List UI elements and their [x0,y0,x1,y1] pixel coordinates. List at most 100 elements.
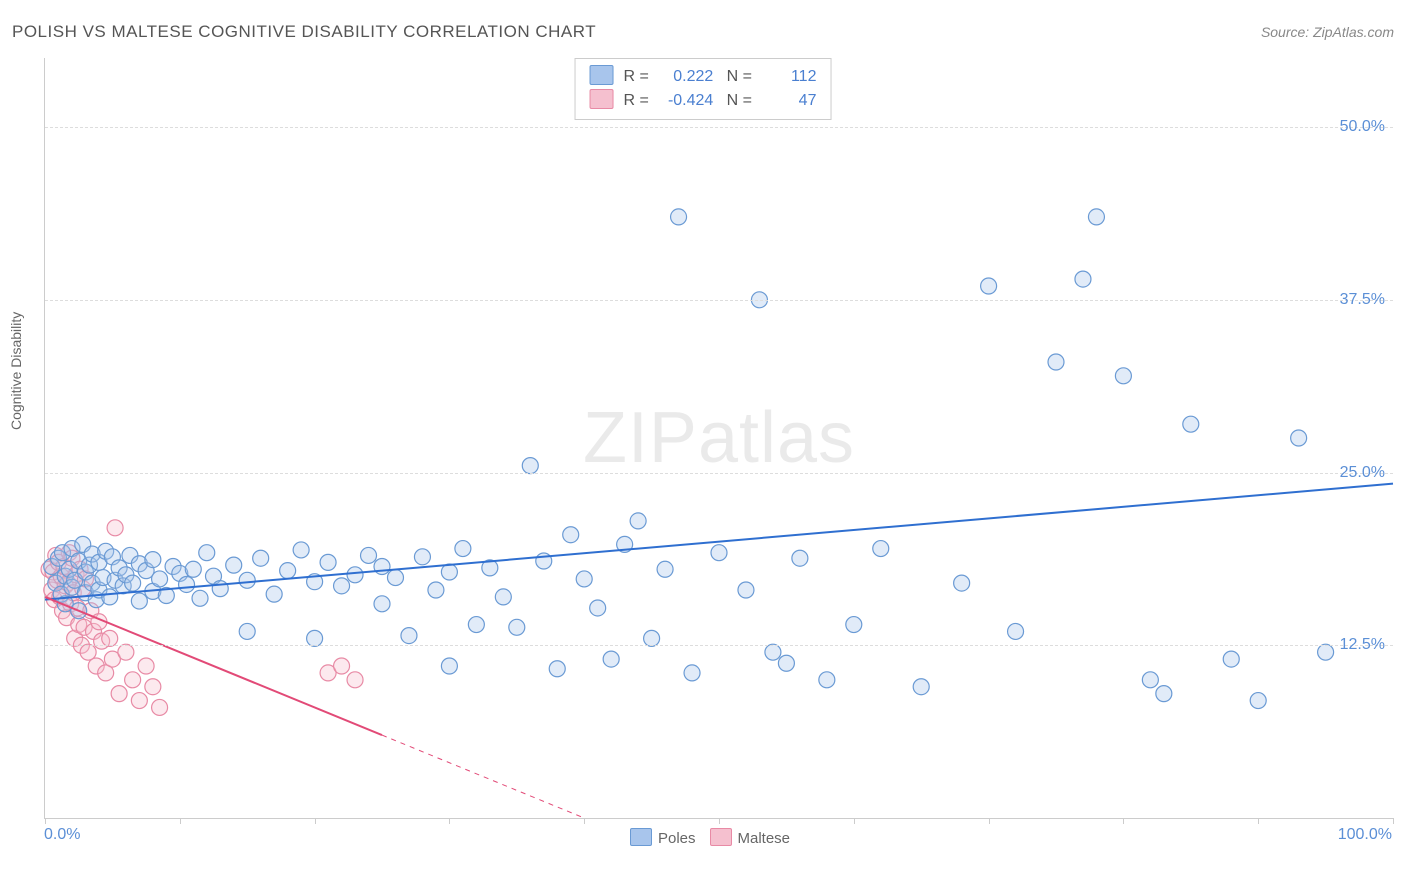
poles-point [179,576,195,592]
x-tick [1123,818,1124,824]
gridline-h [45,300,1393,301]
chart-svg [45,58,1393,818]
poles-point [185,561,201,577]
poles-point [1075,271,1091,287]
poles-point [266,586,282,602]
poles-point [307,630,323,646]
poles-point [199,545,215,561]
x-tick [315,818,316,824]
x-tick [584,818,585,824]
poles-swatch [590,65,614,85]
poles-point [253,550,269,566]
poles-point [738,582,754,598]
poles-point [846,617,862,633]
gridline-h [45,645,1393,646]
x-tick [45,818,46,824]
poles-point [414,549,430,565]
maltese-point [152,699,168,715]
maltese-point [131,693,147,709]
poles-point [644,630,660,646]
poles-point [981,278,997,294]
x-tick [719,818,720,824]
stat-N-label: N = [727,92,752,109]
poles-point [441,564,457,580]
poles-point [1250,693,1266,709]
poles-point [765,644,781,660]
maltese-point [107,520,123,536]
poles-point [239,572,255,588]
maltese-point [347,672,363,688]
poles-point [671,209,687,225]
poles-point [711,545,727,561]
y-tick-label: 50.0% [1340,118,1385,136]
poles-point [873,541,889,557]
maltese-point [125,672,141,688]
poles-point [347,567,363,583]
stat-N-value: 112 [756,65,816,89]
poles-point [387,570,403,586]
poles-point [212,581,228,597]
stat-R-label: R = [624,92,649,109]
x-tick [1258,818,1259,824]
poles-point [361,547,377,563]
poles-point [1008,623,1024,639]
y-tick-label: 12.5% [1340,636,1385,654]
poles-point [1142,672,1158,688]
maltese-point [111,686,127,702]
y-axis-label: Cognitive Disability [8,312,24,430]
y-tick-label: 37.5% [1340,291,1385,309]
poles-point [239,623,255,639]
poles-point [1048,354,1064,370]
poles-point [630,513,646,529]
poles-point [1223,651,1239,667]
poles-point [576,571,592,587]
poles-point [778,655,794,671]
poles-point [1318,644,1334,660]
maltese-point [118,644,134,660]
chart-title: POLISH VS MALTESE COGNITIVE DISABILITY C… [12,22,596,42]
gridline-h [45,473,1393,474]
maltese-point [145,679,161,695]
stats-row-maltese: R = -0.424 N = 47 [590,89,817,113]
poles-point [226,557,242,573]
poles-point [131,593,147,609]
poles-point [657,561,673,577]
poles-point [102,589,118,605]
poles-point [145,552,161,568]
plot-area: ZIPatlas 12.5%25.0%37.5%50.0% [44,58,1393,819]
series-legend: Poles Maltese [0,828,1406,847]
stat-R-label: R = [624,68,649,85]
x-tick [1393,818,1394,824]
maltese-swatch [590,89,614,109]
stats-legend-box: R = 0.222 N = 112R = -0.424 N = 47 [575,58,832,120]
x-tick [989,818,990,824]
maltese-point [334,658,350,674]
poles-point [1291,430,1307,446]
poles-point [455,541,471,557]
poles-point [334,578,350,594]
maltese-point [102,630,118,646]
poles-point [603,651,619,667]
poles-point [549,661,565,677]
poles-point [913,679,929,695]
poles-point [563,527,579,543]
y-tick-label: 25.0% [1340,464,1385,482]
poles-point [293,542,309,558]
x-tick [449,818,450,824]
poles-point [428,582,444,598]
poles-point [684,665,700,681]
poles-swatch [630,828,652,846]
poles-point [1088,209,1104,225]
poles-point [509,619,525,635]
poles-point [320,554,336,570]
stat-R-value: 0.222 [653,65,713,89]
poles-trendline [45,484,1393,600]
poles-point [441,658,457,674]
maltese-legend-label: Maltese [738,830,791,847]
poles-legend-label: Poles [658,830,696,847]
poles-point [1115,368,1131,384]
stat-N-label: N = [727,68,752,85]
poles-point [1156,686,1172,702]
poles-point [468,617,484,633]
maltese-swatch [710,828,732,846]
